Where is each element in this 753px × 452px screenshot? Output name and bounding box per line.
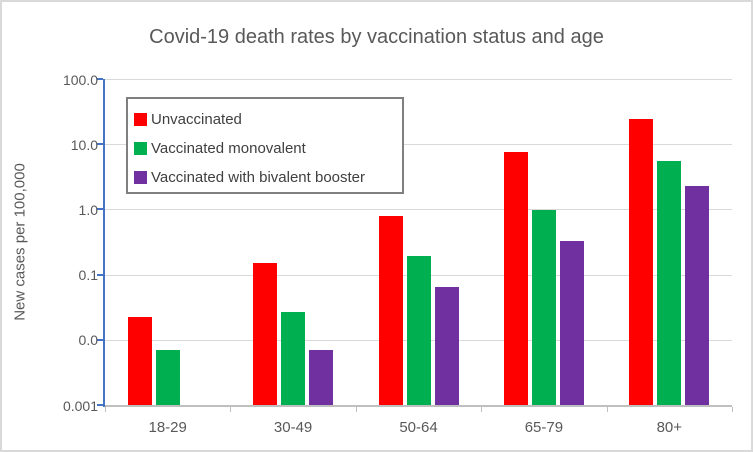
bar-unvaccinated <box>127 317 152 405</box>
gridline <box>105 79 732 80</box>
legend-item: Vaccinated with bivalent booster <box>134 163 402 192</box>
x-axis-tick <box>230 407 232 412</box>
x-axis-tick <box>355 407 357 412</box>
x-axis-category-label: 65-79 <box>524 419 564 436</box>
bar-unvaccinated <box>629 119 654 405</box>
y-tick-label: 0.0 <box>78 332 98 349</box>
legend-label: Vaccinated with bivalent booster <box>151 169 366 186</box>
bar-vaccinated-with-bivalent-booster <box>559 240 584 405</box>
x-axis-line <box>105 405 732 407</box>
legend-swatch <box>134 142 147 155</box>
bar-vaccinated-monovalent <box>281 311 306 405</box>
x-axis-tick <box>732 407 733 412</box>
x-axis-tick <box>481 407 483 412</box>
y-axis-tick <box>97 208 103 211</box>
gridline <box>105 209 732 211</box>
legend-swatch <box>134 171 147 184</box>
y-tick-label: 0.001 <box>62 397 98 414</box>
y-tick-label: 100.0 <box>62 71 98 88</box>
x-axis-tick <box>105 407 106 412</box>
bar-unvaccinated <box>378 215 403 405</box>
y-tick-label: 1.0 <box>78 201 98 218</box>
bar-vaccinated-with-bivalent-booster <box>309 349 334 405</box>
bar-vaccinated-monovalent <box>155 349 180 405</box>
bar-unvaccinated <box>253 263 278 405</box>
x-axis-category-label: 18-29 <box>148 419 187 436</box>
chart-title: Covid-19 death rates by vaccination stat… <box>149 26 604 48</box>
x-axis-category-label: 50-64 <box>399 419 438 436</box>
bar-vaccinated-monovalent <box>657 160 682 405</box>
y-tick-label: 10.0 <box>70 136 98 153</box>
x-axis-category-label: 30-49 <box>273 419 313 436</box>
legend-item: Vaccinated monovalent <box>134 134 402 163</box>
y-axis-tick <box>97 273 103 276</box>
gridline <box>105 144 732 146</box>
legend: Unvaccinated Vaccinated monovalent Vaccina… <box>126 97 404 194</box>
y-axis-tick <box>97 78 103 80</box>
bar-vaccinated-with-bivalent-booster <box>434 286 459 405</box>
y-axis-line <box>103 79 105 407</box>
y-axis-tick <box>97 404 103 406</box>
legend-item: Unvaccinated <box>134 105 402 134</box>
x-axis-category-label: 80+ <box>656 419 683 436</box>
bar-vaccinated-monovalent <box>406 256 431 405</box>
bar-vaccinated-monovalent <box>531 210 556 405</box>
y-axis-tick <box>97 338 103 341</box>
y-axis-tick <box>97 143 103 146</box>
legend-label: Unvaccinated <box>151 111 242 128</box>
bar-vaccinated-with-bivalent-booster <box>685 185 710 405</box>
legend-swatch <box>134 113 147 126</box>
bar-unvaccinated <box>503 151 528 405</box>
y-tick-label: 0.1 <box>78 267 98 284</box>
legend-label: Vaccinated monovalent <box>151 140 306 157</box>
x-axis-tick <box>606 407 608 412</box>
